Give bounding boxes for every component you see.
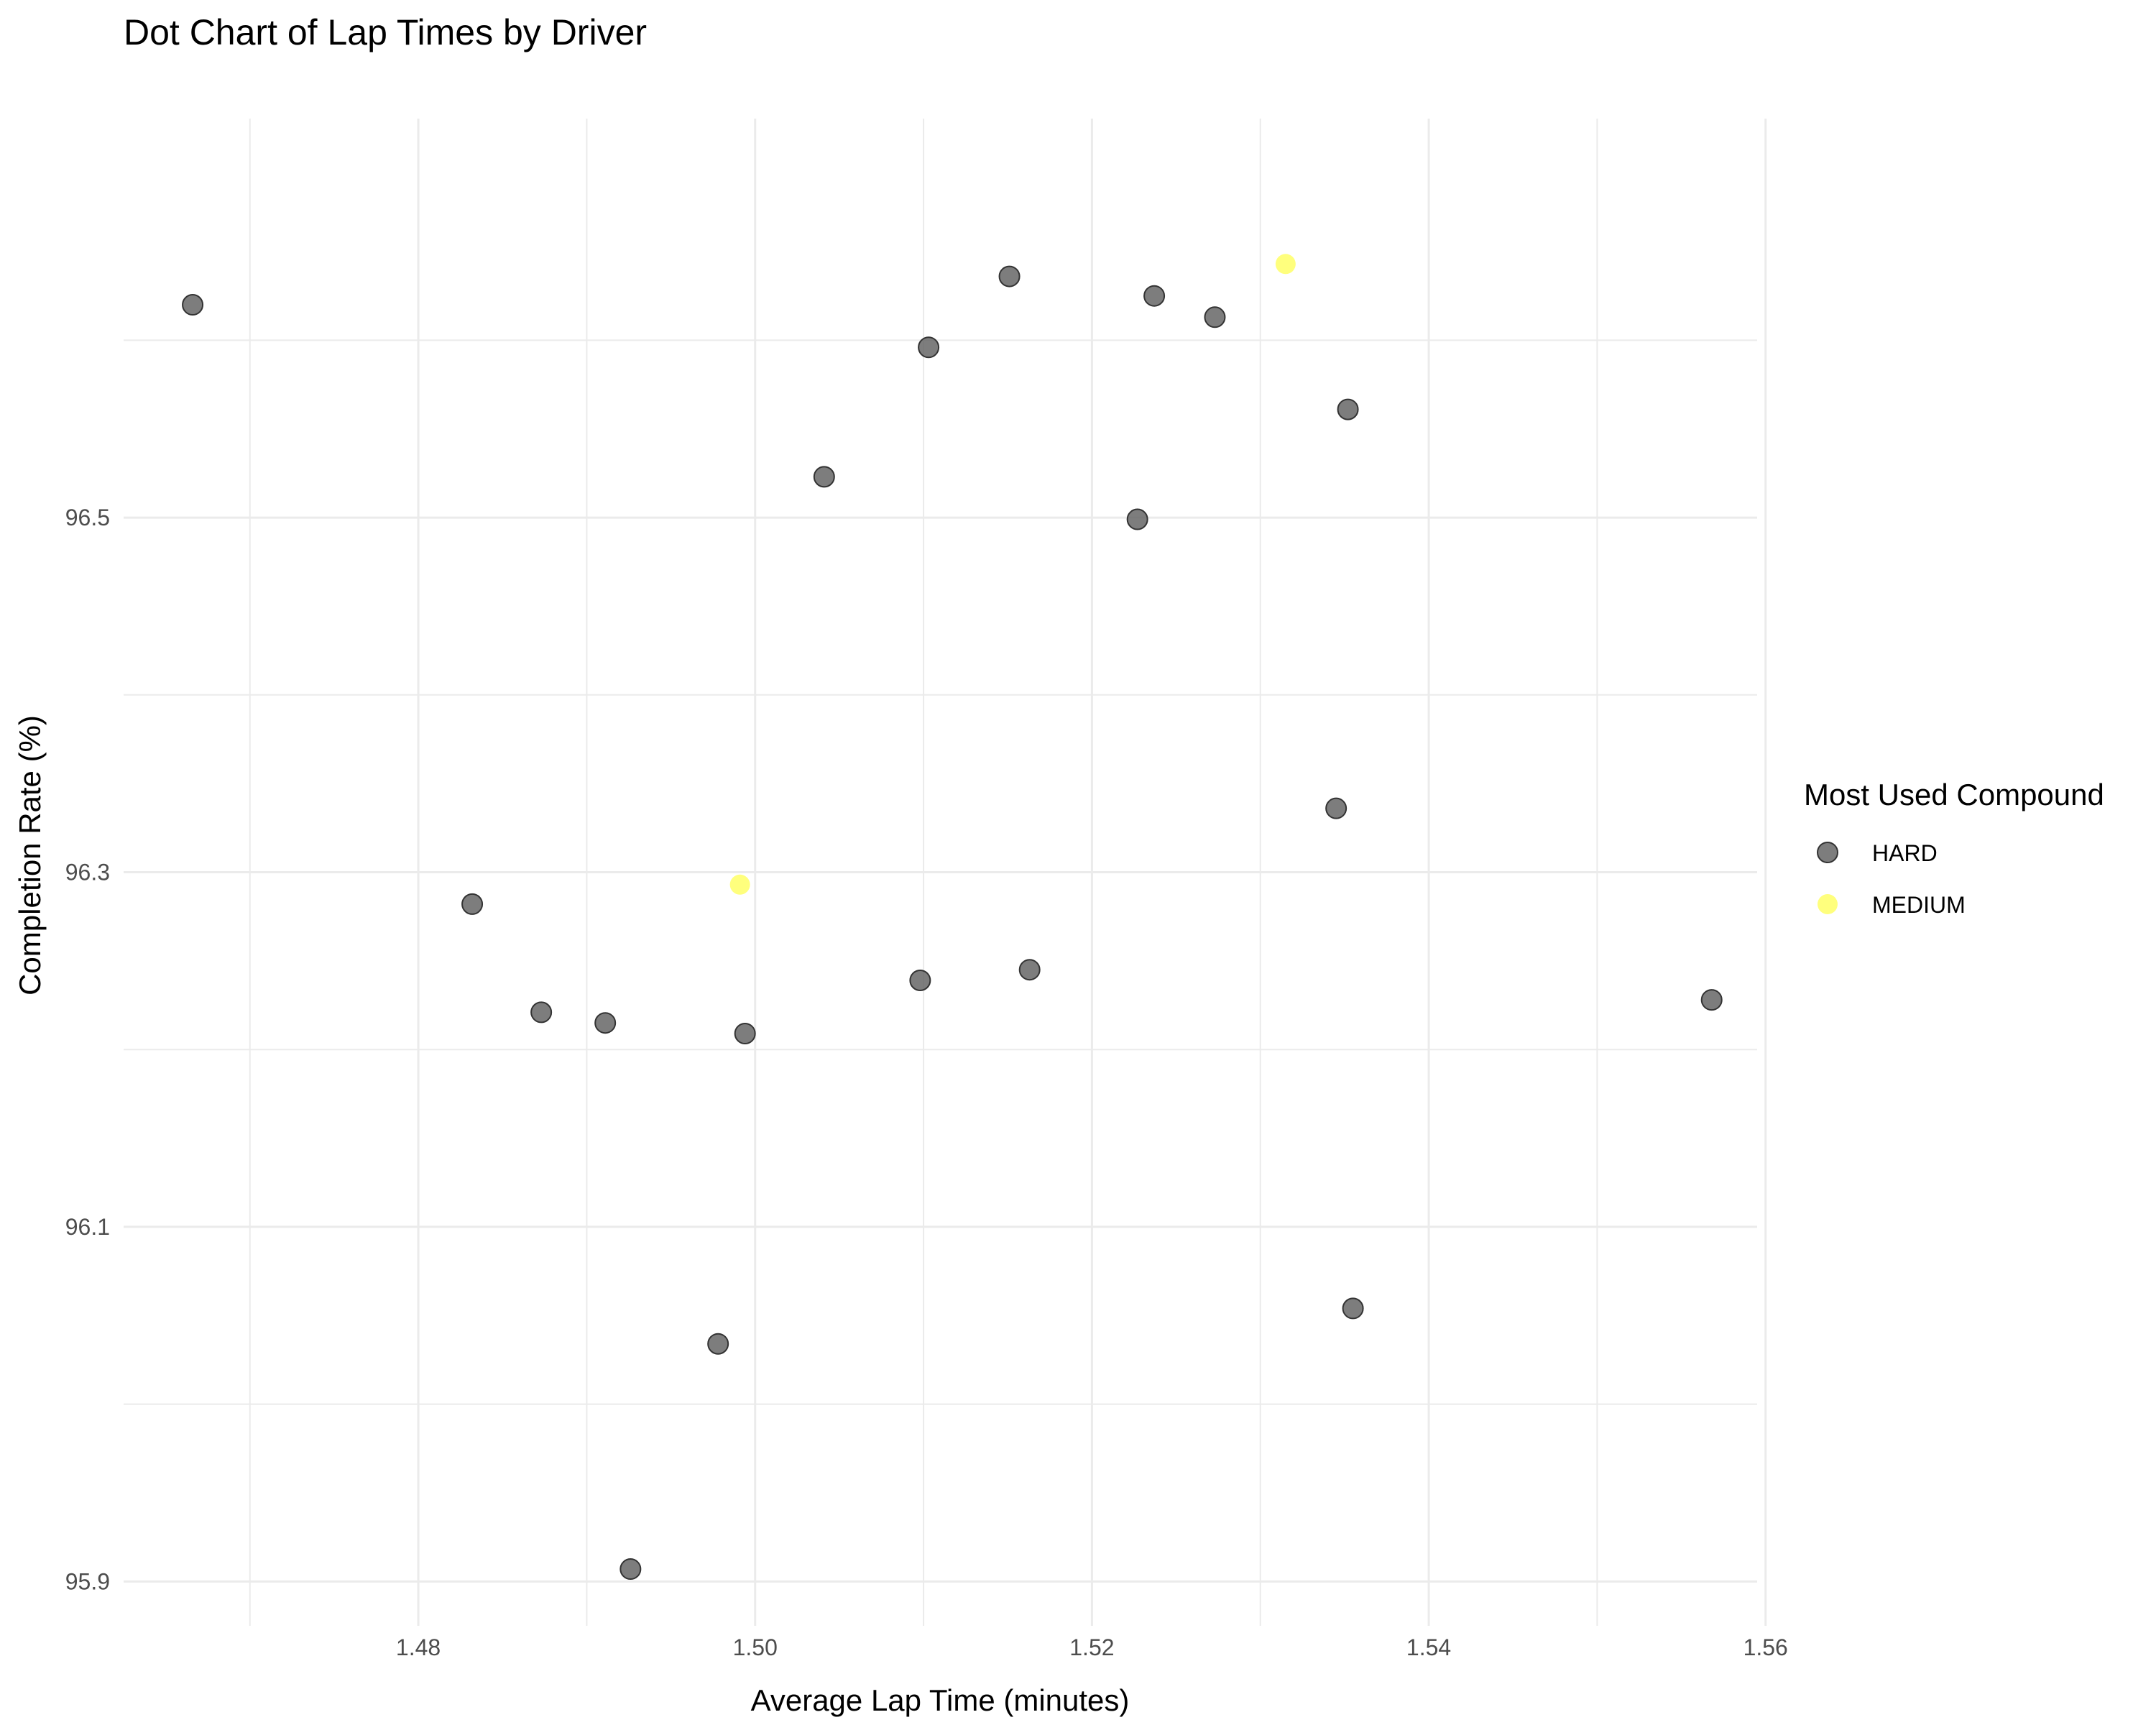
- data-point-hard: [1126, 508, 1148, 530]
- x-axis-tick-labels: 1.48 1.50 1.52 1.54 1.56: [396, 1634, 1788, 1660]
- data-point-hard: [998, 265, 1021, 288]
- y-axis-title: Completion Rate (%): [13, 715, 47, 995]
- legend-title: Most Used Compound: [1804, 778, 2104, 811]
- chart-title: Dot Chart of Lap Times by Driver: [124, 12, 647, 52]
- x-tick-label: 1.56: [1743, 1634, 1788, 1660]
- legend-label-medium: MEDIUM: [1872, 892, 1966, 918]
- y-tick-label: 96.3: [65, 860, 110, 886]
- y-axis-tick-labels: 95.9 96.1 96.3 96.5: [65, 505, 110, 1594]
- data-point-medium: [1275, 254, 1296, 275]
- data-point-hard: [594, 1012, 617, 1034]
- legend-key-medium: [1818, 894, 1838, 914]
- x-tick-label: 1.48: [396, 1634, 441, 1660]
- gridlines: [124, 119, 1767, 1626]
- legend: Most Used Compound HARD MEDIUM: [1804, 778, 2104, 918]
- data-point-hard: [1337, 398, 1359, 420]
- data-points: [182, 254, 1723, 1581]
- x-tick-label: 1.52: [1069, 1634, 1114, 1660]
- data-point-hard: [909, 969, 931, 991]
- data-point-hard: [619, 1558, 642, 1581]
- y-tick-label: 95.9: [65, 1568, 110, 1594]
- data-point-hard: [707, 1333, 729, 1355]
- data-point-hard: [182, 294, 204, 316]
- data-point-hard: [1325, 797, 1348, 819]
- y-tick-label: 96.5: [65, 505, 110, 530]
- data-point-hard: [1143, 285, 1166, 307]
- x-tick-label: 1.54: [1406, 1634, 1451, 1660]
- data-point-medium: [729, 874, 750, 895]
- data-point-hard: [1700, 989, 1723, 1011]
- data-point-hard: [918, 336, 940, 359]
- data-point-hard: [1342, 1297, 1364, 1320]
- data-point-hard: [813, 466, 835, 488]
- legend-key-hard: [1817, 842, 1838, 863]
- data-point-hard: [530, 1001, 553, 1024]
- data-point-hard: [1204, 306, 1226, 328]
- data-point-hard: [734, 1023, 756, 1045]
- x-tick-label: 1.50: [733, 1634, 778, 1660]
- data-point-hard: [1018, 959, 1041, 981]
- data-point-hard: [461, 893, 484, 915]
- legend-label-hard: HARD: [1872, 840, 1938, 866]
- y-tick-label: 96.1: [65, 1214, 110, 1240]
- x-axis-title: Average Lap Time (minutes): [751, 1683, 1130, 1717]
